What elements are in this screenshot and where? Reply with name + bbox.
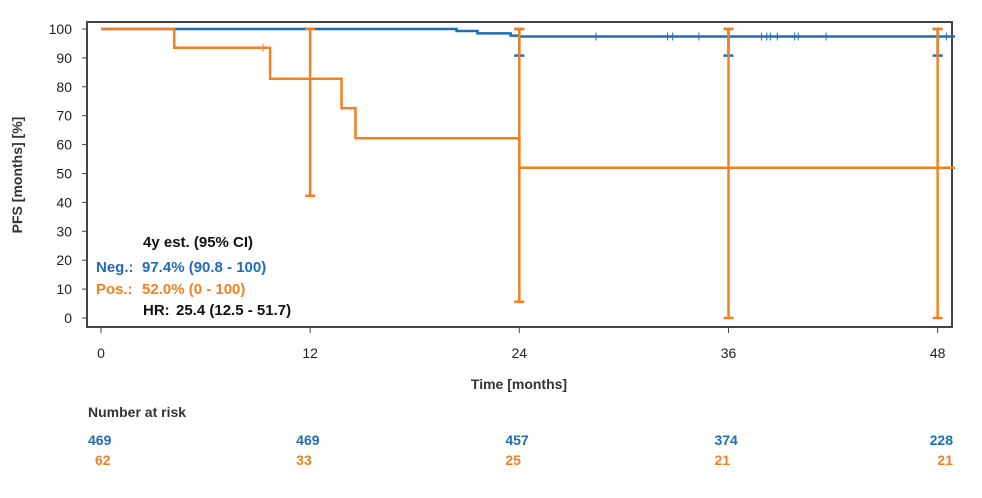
risk-neg-count: 469 (88, 432, 112, 448)
y-axis-label: PFS [months] [%] (9, 117, 25, 234)
y-tick-label: 60 (56, 137, 72, 153)
y-tick-label: 70 (56, 108, 72, 124)
x-tick-label: 24 (512, 345, 528, 361)
risk-pos-count: 21 (714, 452, 731, 468)
risk-neg-count: 469 (296, 432, 320, 448)
x-tick-label: 36 (721, 345, 737, 361)
risk-neg-count: 457 (505, 432, 529, 448)
x-tick-label: 12 (302, 345, 318, 361)
neg-value: 97.4% (90.8 - 100) (142, 259, 266, 276)
y-tick-label: 10 (56, 281, 72, 297)
risk-pos-count: 25 (505, 452, 521, 468)
y-tick-label: 50 (56, 166, 72, 182)
y-tick-label: 100 (49, 21, 73, 37)
risk-table-title: Number at risk (88, 404, 187, 420)
neg-label: Neg.: (96, 259, 134, 276)
risk-neg-count: 228 (929, 432, 953, 448)
risk-neg-count: 374 (714, 432, 738, 448)
y-tick-label: 20 (56, 252, 72, 268)
pos-survival-line (101, 27, 956, 169)
x-tick-label: 48 (930, 345, 946, 361)
x-tick-label: 0 (97, 345, 105, 361)
y-tick-label: 0 (64, 310, 72, 326)
risk-pos-count: 21 (937, 452, 953, 468)
x-axis-label: Time [months] (471, 376, 567, 392)
y-tick-label: 40 (56, 194, 72, 210)
risk-pos-count: 33 (296, 452, 312, 468)
annotation-header: 4y est. (95% CI) (143, 234, 253, 251)
risk-pos-count: 62 (95, 452, 111, 468)
neg-survival-line (101, 27, 956, 38)
hr-label: HR: (143, 302, 170, 319)
pos-label: Pos.: (96, 281, 133, 298)
y-tick-label: 80 (56, 79, 72, 95)
hr-value: 25.4 (12.5 - 51.7) (176, 302, 291, 319)
y-tick-label: 30 (56, 223, 72, 239)
y-tick-label: 90 (56, 50, 72, 66)
pos-value: 52.0% (0 - 100) (142, 281, 245, 298)
